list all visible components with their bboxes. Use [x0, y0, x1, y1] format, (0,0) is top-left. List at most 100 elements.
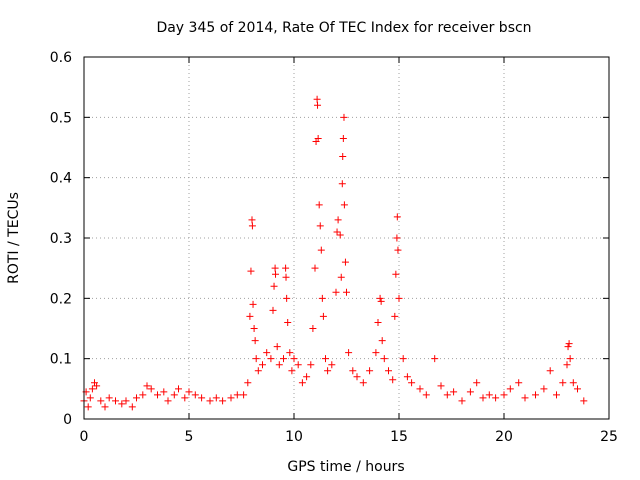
- chart-title: Day 345 of 2014, Rate Of TEC Index for r…: [156, 20, 531, 36]
- data-point: [349, 367, 357, 375]
- x-tick-label: 0: [80, 429, 89, 445]
- data-point: [128, 403, 136, 411]
- data-point: [322, 355, 329, 363]
- data-point: [492, 394, 500, 402]
- data-point: [259, 361, 266, 369]
- data-point: [318, 294, 326, 302]
- data-point: [309, 325, 317, 332]
- data-point: [336, 231, 344, 239]
- data-point: [272, 270, 280, 278]
- data-point: [233, 391, 241, 399]
- data-point: [212, 394, 220, 402]
- data-point: [319, 312, 327, 320]
- data-point: [395, 294, 403, 302]
- grid-layer: [84, 57, 609, 419]
- data-point: [316, 222, 324, 230]
- data-point: [284, 318, 292, 326]
- data-point: [466, 388, 474, 396]
- data-point: [248, 216, 256, 224]
- data-point: [506, 385, 514, 393]
- data-point: [332, 288, 340, 296]
- y-tick-label: 0: [63, 412, 72, 428]
- data-point: [112, 397, 119, 405]
- data-point: [154, 391, 161, 399]
- plot-frame: [83, 56, 610, 420]
- y-tick-label: 0.4: [50, 171, 72, 187]
- data-point: [340, 113, 348, 121]
- data-point: [374, 318, 382, 326]
- data-point: [267, 355, 275, 363]
- y-tick-label: 0.1: [50, 352, 72, 368]
- data-point: [485, 391, 493, 399]
- data-point: [105, 394, 113, 402]
- data-point: [394, 246, 402, 254]
- data-point: [450, 388, 458, 396]
- data-point: [563, 361, 571, 369]
- data-point: [399, 355, 407, 363]
- data-point: [574, 385, 581, 393]
- data-point: [191, 391, 199, 399]
- data-point: [333, 228, 341, 236]
- data-point: [147, 385, 155, 393]
- x-axis-label: GPS time / hours: [287, 459, 404, 475]
- data-point: [101, 403, 109, 411]
- data-point: [254, 367, 262, 375]
- data-point: [443, 391, 451, 399]
- data-point: [389, 376, 397, 384]
- data-point: [252, 355, 260, 363]
- y-tick-label: 0.5: [50, 110, 72, 126]
- data-point: [298, 379, 306, 387]
- x-tick-label: 25: [600, 429, 618, 445]
- y-tick-label: 0.3: [50, 231, 72, 247]
- data-point: [97, 397, 105, 405]
- data-point: [422, 391, 430, 399]
- data-point: [408, 379, 416, 387]
- data-point: [315, 201, 323, 209]
- data-point: [290, 355, 298, 363]
- data-point: [198, 394, 206, 402]
- data-point: [271, 264, 279, 272]
- x-tick-label: 10: [285, 429, 303, 445]
- data-point: [143, 382, 151, 390]
- data-point: [345, 349, 353, 357]
- data-point: [385, 367, 392, 375]
- data-point: [86, 394, 94, 402]
- data-point: [458, 397, 466, 405]
- data-point: [328, 361, 336, 369]
- data-point: [282, 264, 290, 272]
- data-point: [532, 391, 539, 399]
- data-point: [219, 397, 227, 405]
- data-point: [93, 382, 101, 390]
- data-point: [251, 337, 259, 345]
- data-point: [339, 134, 347, 142]
- data-point: [340, 201, 348, 209]
- data-point: [164, 397, 172, 405]
- data-point: [122, 397, 130, 405]
- data-point: [311, 264, 319, 272]
- data-point: [249, 300, 257, 308]
- data-point: [286, 349, 294, 357]
- data-point: [431, 355, 439, 363]
- data-point: [521, 394, 529, 402]
- data-point: [307, 361, 315, 369]
- data-point: [565, 340, 573, 348]
- y-axis-label: ROTI / TECUs: [6, 192, 22, 284]
- data-point: [160, 388, 168, 396]
- data-point: [139, 391, 147, 399]
- data-point: [263, 349, 271, 357]
- data-point: [416, 385, 424, 393]
- data-point: [372, 349, 380, 357]
- data-points: [80, 95, 588, 411]
- data-point: [559, 379, 567, 387]
- data-point: [353, 373, 361, 381]
- data-point: [246, 312, 254, 320]
- data-point: [500, 391, 508, 399]
- data-point: [170, 391, 178, 399]
- data-point: [566, 355, 574, 363]
- data-point: [247, 267, 255, 275]
- data-point: [288, 367, 296, 375]
- data-point: [294, 361, 302, 369]
- data-point: [273, 343, 281, 351]
- data-point: [337, 273, 345, 281]
